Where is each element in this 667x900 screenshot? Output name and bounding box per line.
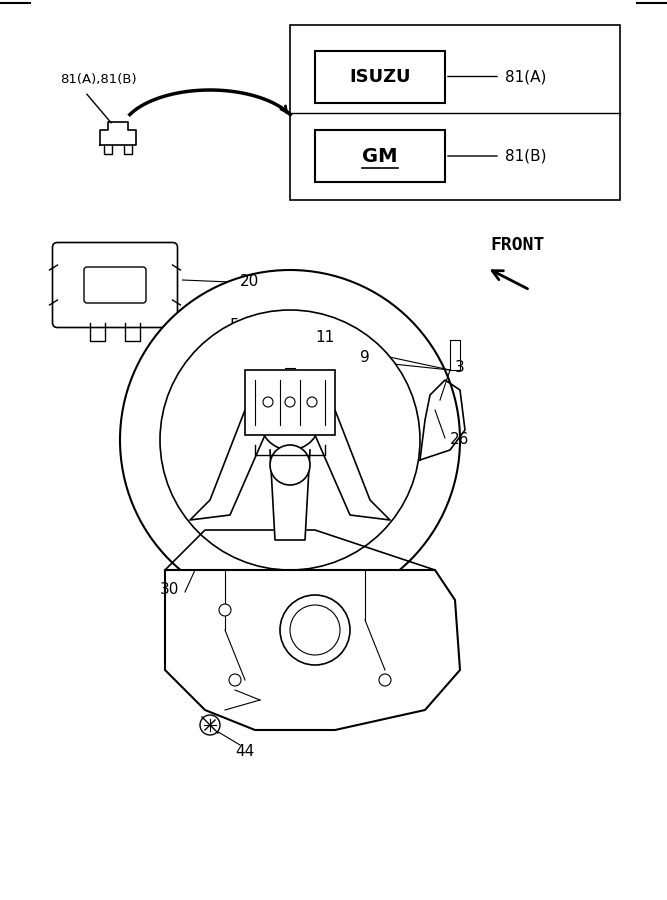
Text: 11: 11 bbox=[315, 329, 334, 345]
Bar bbox=[290, 25, 620, 200]
Text: 3: 3 bbox=[455, 359, 465, 374]
Circle shape bbox=[285, 397, 295, 407]
Text: ISUZU: ISUZU bbox=[350, 68, 411, 86]
Circle shape bbox=[190, 330, 200, 340]
Text: 9: 9 bbox=[360, 349, 370, 364]
Circle shape bbox=[185, 325, 205, 345]
Text: GM: GM bbox=[362, 147, 398, 166]
Circle shape bbox=[200, 715, 220, 735]
Text: 5: 5 bbox=[230, 318, 239, 332]
Text: 44: 44 bbox=[235, 744, 254, 760]
FancyBboxPatch shape bbox=[53, 242, 177, 328]
Polygon shape bbox=[315, 410, 390, 520]
Circle shape bbox=[379, 674, 391, 686]
Polygon shape bbox=[270, 450, 310, 540]
Polygon shape bbox=[190, 410, 265, 520]
Circle shape bbox=[290, 605, 340, 655]
Circle shape bbox=[280, 595, 350, 665]
Bar bbox=[245, 370, 335, 435]
Text: FRONT: FRONT bbox=[490, 236, 544, 254]
Bar bbox=[315, 130, 445, 182]
Circle shape bbox=[120, 270, 460, 610]
Text: 81(A),81(B): 81(A),81(B) bbox=[60, 74, 137, 86]
Circle shape bbox=[270, 445, 310, 485]
Circle shape bbox=[229, 674, 241, 686]
Text: 81(A): 81(A) bbox=[505, 69, 546, 84]
Bar bbox=[315, 50, 445, 103]
Circle shape bbox=[160, 310, 420, 570]
Text: 20: 20 bbox=[240, 274, 259, 290]
Text: 81(B): 81(B) bbox=[505, 148, 546, 164]
Circle shape bbox=[263, 397, 273, 407]
Text: 26: 26 bbox=[450, 433, 470, 447]
Circle shape bbox=[307, 397, 317, 407]
Circle shape bbox=[219, 604, 231, 616]
Text: 30: 30 bbox=[160, 582, 179, 598]
Circle shape bbox=[260, 390, 320, 450]
Polygon shape bbox=[165, 570, 460, 730]
FancyBboxPatch shape bbox=[84, 267, 146, 303]
